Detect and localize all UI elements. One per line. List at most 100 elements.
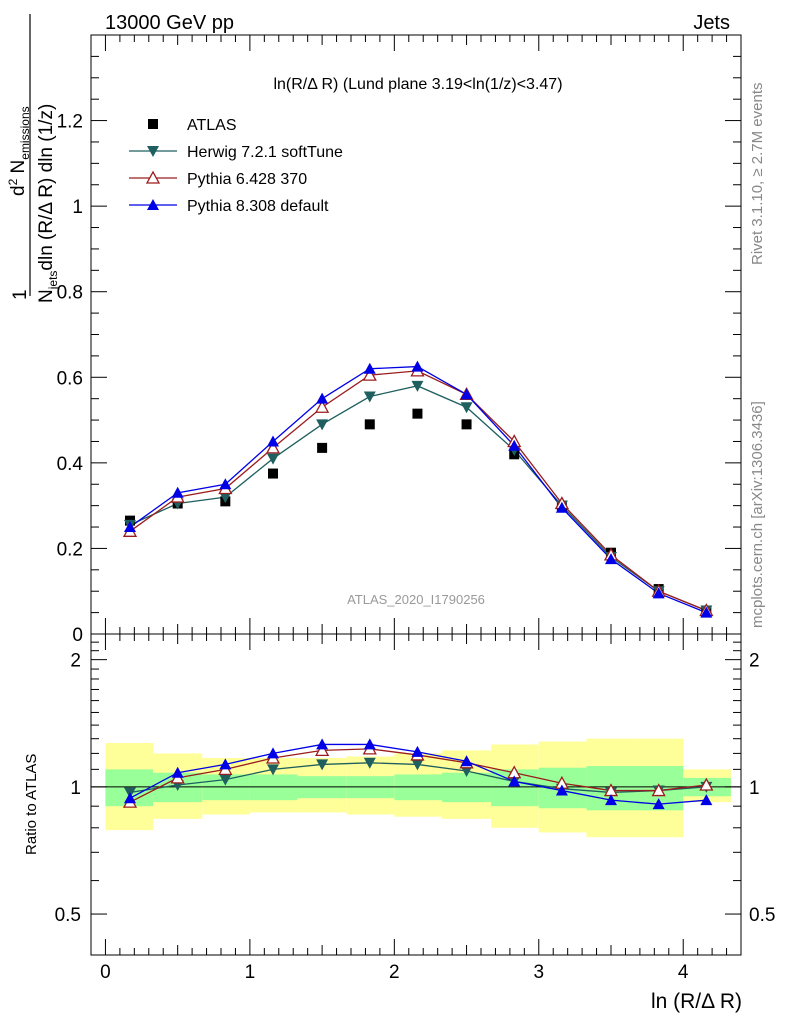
data-point bbox=[411, 380, 424, 392]
data-point bbox=[315, 399, 330, 413]
ratio-data-point bbox=[219, 758, 232, 770]
ratio-frame bbox=[90, 633, 742, 956]
ratio-data-point bbox=[460, 755, 473, 767]
data-point bbox=[267, 453, 279, 465]
y-label-upper-numerator: 1 bbox=[10, 289, 31, 300]
ratio-data-point bbox=[508, 775, 521, 787]
legend: ATLAS Herwig 7.2.1 softTune Pythia 6.428 3… bbox=[129, 117, 343, 215]
watermark: ATLAS_2020_I1790256 bbox=[347, 592, 485, 607]
data-point bbox=[316, 392, 329, 404]
ratio-data-point bbox=[315, 743, 330, 757]
ratio-data-point bbox=[555, 784, 568, 796]
x-axis-label: ln (R/Δ R) bbox=[651, 990, 742, 1013]
data-point bbox=[460, 402, 473, 414]
ratio-y-tick-label-right: 1 bbox=[749, 778, 760, 799]
upper-y-tick-label: 1.2 bbox=[57, 112, 83, 133]
legend-label: Pythia 6.428 370 bbox=[187, 171, 307, 188]
ratio-panel: 0.5 0.5 1 1 2 2 0 1 2 3 4 bbox=[55, 633, 775, 983]
ratio-data-point bbox=[316, 738, 329, 750]
ratio-data-point bbox=[316, 759, 329, 771]
ratio-data-point bbox=[363, 738, 376, 750]
data-point bbox=[316, 419, 329, 431]
ratio-data-point bbox=[699, 777, 714, 791]
ratio-data-point bbox=[171, 766, 184, 778]
data-point bbox=[363, 362, 376, 374]
upper-panel: 0 0.2 0.4 0.6 0.8 1 1.2 ln(R/Δ R) (Lund plane … bbox=[57, 34, 742, 646]
x-tick-label: 0 bbox=[100, 962, 111, 983]
y-label-upper-denom-njets: Njetsdln (R/Δ R) dln (1/z) bbox=[36, 104, 60, 303]
series-line bbox=[129, 370, 707, 612]
ratio-y-tick-label-right: 2 bbox=[749, 651, 760, 672]
data-point bbox=[460, 388, 473, 400]
legend-label: Pythia 8.308 default bbox=[187, 198, 329, 215]
ratio-data-point bbox=[267, 764, 279, 776]
header-right: Jets bbox=[693, 12, 730, 34]
x-tick-label: 1 bbox=[245, 962, 256, 983]
upper-y-tick-label: 0.6 bbox=[57, 368, 83, 389]
data-point bbox=[700, 606, 713, 618]
ratio-data-point bbox=[652, 798, 665, 810]
legend-marker bbox=[148, 119, 158, 129]
data-point bbox=[267, 435, 279, 447]
y-label-lower: Ratio to ATLAS bbox=[23, 754, 40, 855]
upper-y-tick-label: 0.2 bbox=[57, 539, 83, 560]
data-point bbox=[364, 419, 375, 430]
legend-label: ATLAS bbox=[187, 117, 237, 134]
legend-marker bbox=[145, 170, 161, 184]
ratio-y-tick-label: 2 bbox=[70, 651, 81, 672]
y-label-upper: 1 Njetsdln (R/Δ R) dln (1/z) d2 Nemissio… bbox=[6, 14, 60, 303]
x-tick-label: 4 bbox=[678, 962, 689, 983]
ratio-y-tick-label: 1 bbox=[70, 778, 81, 799]
ratio-axis-ticks: 0.5 0.5 1 1 2 2 0 1 2 3 4 bbox=[55, 634, 775, 983]
data-point bbox=[605, 553, 617, 565]
header-left: 13000 GeV pp bbox=[105, 12, 234, 34]
data-point bbox=[412, 408, 423, 419]
upper-y-tick-label: 0.4 bbox=[57, 454, 84, 475]
upper-y-tick-label: 0 bbox=[72, 625, 83, 646]
ratio-data-point bbox=[700, 794, 713, 806]
ratio-data-point bbox=[124, 792, 136, 804]
data-point bbox=[508, 439, 521, 451]
upper-axis-ticks: 0 0.2 0.4 0.6 0.8 1 1.2 bbox=[57, 35, 742, 646]
data-point bbox=[362, 367, 377, 381]
data-point bbox=[363, 391, 376, 403]
upper-title: ln(R/Δ R) (Lund plane 3.19<ln(1/z)<3.47) bbox=[273, 76, 562, 93]
data-point bbox=[219, 492, 232, 504]
series-line bbox=[129, 385, 707, 612]
data-point bbox=[265, 440, 281, 454]
data-point bbox=[219, 478, 232, 490]
side-text-bottom: mcplots.cern.ch [arXiv:1306.3436] bbox=[749, 401, 766, 628]
data-point bbox=[555, 501, 568, 513]
y-label-upper-numerator-d2n: d2 Nemissions bbox=[6, 106, 32, 196]
ratio-y-tick-label: 0.5 bbox=[55, 905, 81, 926]
side-text-top: Rivet 3.1.10, ≥ 2.7M events bbox=[749, 83, 766, 266]
ratio-data-point bbox=[460, 766, 473, 778]
upper-series-layer bbox=[122, 360, 714, 618]
ratio-data-point bbox=[651, 783, 666, 797]
x-tick-label: 2 bbox=[389, 962, 400, 983]
ratio-data-point bbox=[411, 759, 424, 771]
legend-marker bbox=[147, 146, 159, 157]
ratio-y-tick-label-right: 0.5 bbox=[749, 905, 775, 926]
data-point bbox=[268, 468, 278, 479]
ratio-series-layer bbox=[122, 738, 714, 810]
ratio-band-inner bbox=[442, 772, 492, 803]
ratio-data-point bbox=[605, 794, 617, 806]
legend-label: Herwig 7.2.1 softTune bbox=[187, 144, 343, 161]
data-point bbox=[317, 442, 328, 453]
data-point bbox=[652, 587, 665, 599]
upper-y-tick-label: 1 bbox=[72, 197, 83, 218]
data-point bbox=[411, 360, 424, 372]
x-tick-label: 3 bbox=[533, 962, 544, 983]
upper-y-tick-label: 0.8 bbox=[57, 283, 83, 304]
ratio-data-point bbox=[219, 774, 232, 786]
data-point bbox=[171, 486, 184, 498]
data-point bbox=[461, 419, 472, 430]
ratio-data-point bbox=[267, 747, 279, 759]
legend-marker bbox=[147, 199, 159, 210]
ratio-data-point bbox=[363, 757, 376, 769]
data-point bbox=[124, 521, 136, 533]
ratio-data-point bbox=[411, 745, 424, 757]
ratio-uncertainty-bands bbox=[91, 738, 741, 838]
